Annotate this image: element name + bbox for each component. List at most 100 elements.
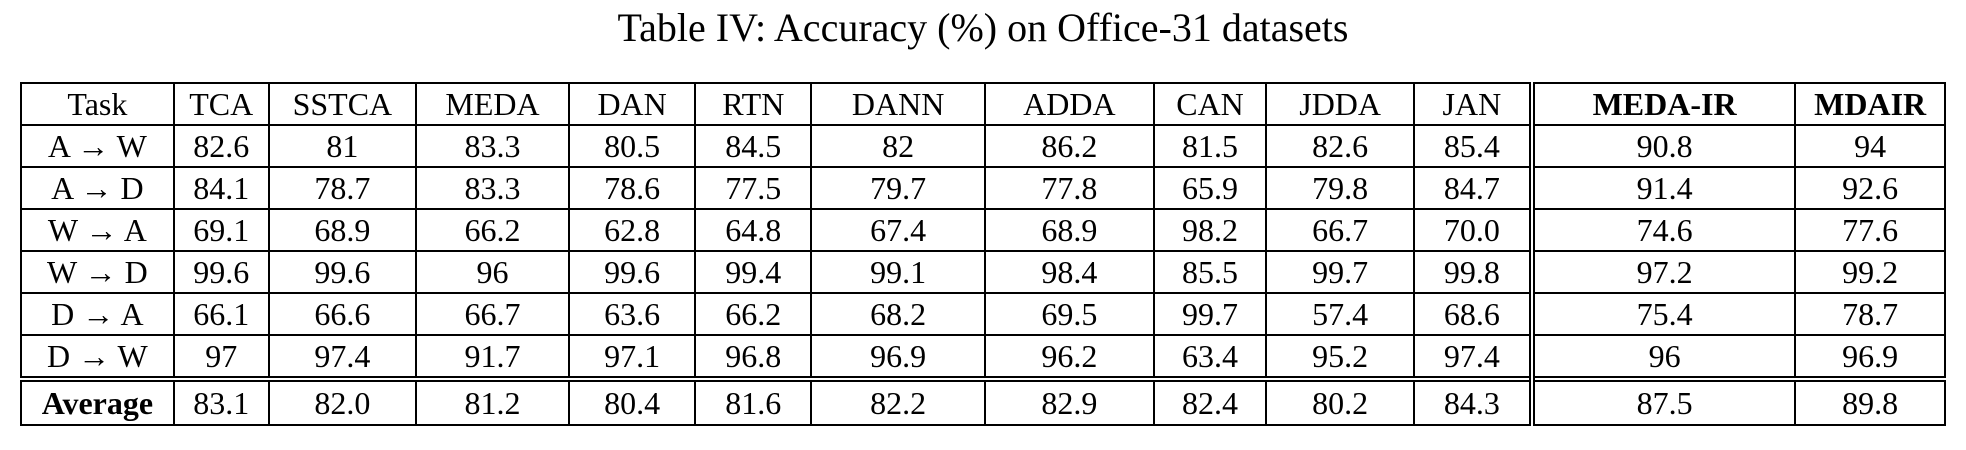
header-adda: ADDA [984,82,1155,126]
value-cell: 97.4 [1412,334,1533,380]
task-cell: W → D [20,250,175,294]
table-row: D → A 66.1 66.6 66.7 63.6 66.2 68.2 69.5 99.7 57.… [20,292,1946,336]
results-table: Task TCA SSTCA MEDA DAN RTN DANN ADDA CA… [20,82,1946,426]
value-cell: 87.5 [1528,376,1797,426]
value-cell: 99.8 [1412,250,1533,294]
value-cell: 82 [810,124,987,168]
value-cell: 97.2 [1528,250,1797,294]
average-row: Average 83.1 82.0 81.2 80.4 81.6 82.2 82.9 82.4 8… [20,376,1946,426]
value-cell: 85.5 [1152,250,1268,294]
value-cell: 84.1 [172,166,270,210]
header-can: CAN [1152,82,1268,126]
value-cell: 67.4 [810,208,987,252]
value-cell: 80.2 [1265,376,1415,426]
value-cell: 68.9 [267,208,418,252]
value-cell: 65.9 [1152,166,1268,210]
value-cell: 95.2 [1265,334,1415,380]
value-cell: 97.4 [267,334,418,380]
value-cell: 82.0 [267,376,418,426]
header-mdair: MDAIR [1794,82,1946,126]
value-cell: 66.2 [694,292,813,336]
value-cell: 66.7 [1265,208,1415,252]
value-cell: 66.7 [415,292,570,336]
value-cell: 97.1 [567,334,697,380]
value-cell: 63.6 [567,292,697,336]
value-cell: 96.9 [1794,334,1946,380]
value-cell: 79.8 [1265,166,1415,210]
value-cell: 96.8 [694,334,813,380]
value-cell: 91.7 [415,334,570,380]
task-cell: A → D [20,166,175,210]
value-cell: 83.3 [415,166,570,210]
value-cell: 62.8 [567,208,697,252]
value-cell: 96.9 [810,334,987,380]
value-cell: 96 [415,250,570,294]
value-cell: 99.7 [1265,250,1415,294]
value-cell: 90.8 [1528,124,1797,168]
value-cell: 78.7 [1794,292,1946,336]
value-cell: 82.2 [810,376,987,426]
header-sstca: SSTCA [267,82,418,126]
task-cell: A → W [20,124,175,168]
value-cell: 64.8 [694,208,813,252]
value-cell: 99.6 [172,250,270,294]
value-cell: 91.4 [1528,166,1797,210]
value-cell: 74.6 [1528,208,1797,252]
table-row: D → W 97 97.4 91.7 97.1 96.8 96.9 96.2 63.4 95.2 9… [20,334,1946,380]
value-cell: 57.4 [1265,292,1415,336]
value-cell: 79.7 [810,166,987,210]
value-cell: 75.4 [1528,292,1797,336]
table-row: A → W 82.6 81 83.3 80.5 84.5 82 86.2 81.5 82.6 85.… [20,124,1946,168]
value-cell: 86.2 [984,124,1155,168]
value-cell: 63.4 [1152,334,1268,380]
value-cell: 84.7 [1412,166,1533,210]
value-cell: 99.6 [267,250,418,294]
value-cell: 98.2 [1152,208,1268,252]
header-task: Task [20,82,175,126]
table-row: A → D 84.1 78.7 83.3 78.6 77.5 79.7 77.8 65.9 79.… [20,166,1946,210]
value-cell: 69.1 [172,208,270,252]
value-cell: 99.7 [1152,292,1268,336]
value-cell: 83.3 [415,124,570,168]
header-jdda: JDDA [1265,82,1415,126]
value-cell: 78.6 [567,166,697,210]
value-cell: 77.6 [1794,208,1946,252]
header-jan: JAN [1412,82,1533,126]
header-row: Task TCA SSTCA MEDA DAN RTN DANN ADDA CA… [20,82,1946,126]
value-cell: 99.4 [694,250,813,294]
value-cell: 80.5 [567,124,697,168]
task-cell: D → W [20,334,175,380]
average-label: Average [20,376,175,426]
value-cell: 92.6 [1794,166,1946,210]
value-cell: 69.5 [984,292,1155,336]
header-rtn: RTN [694,82,813,126]
value-cell: 84.3 [1412,376,1533,426]
value-cell: 82.6 [1265,124,1415,168]
value-cell: 80.4 [567,376,697,426]
value-cell: 94 [1794,124,1946,168]
table-row: W → A 69.1 68.9 66.2 62.8 64.8 67.4 68.9 98.2 66.… [20,208,1946,252]
value-cell: 68.9 [984,208,1155,252]
value-cell: 68.2 [810,292,987,336]
table-row: W → D 99.6 99.6 96 99.6 99.4 99.1 98.4 85.5 99.7 9… [20,250,1946,294]
value-cell: 99.6 [567,250,697,294]
header-meda: MEDA [415,82,570,126]
table-caption: Table IV: Accuracy (%) on Office-31 data… [617,5,1349,50]
value-cell: 99.1 [810,250,987,294]
value-cell: 81.6 [694,376,813,426]
value-cell: 82.4 [1152,376,1268,426]
value-cell: 82.9 [984,376,1155,426]
value-cell: 97 [172,334,270,380]
header-tca: TCA [172,82,270,126]
value-cell: 68.6 [1412,292,1533,336]
value-cell: 96.2 [984,334,1155,380]
value-cell: 77.8 [984,166,1155,210]
value-cell: 99.2 [1794,250,1946,294]
value-cell: 98.4 [984,250,1155,294]
value-cell: 85.4 [1412,124,1533,168]
value-cell: 84.5 [694,124,813,168]
task-cell: W → A [20,208,175,252]
task-cell: D → A [20,292,175,336]
value-cell: 70.0 [1412,208,1533,252]
value-cell: 82.6 [172,124,270,168]
